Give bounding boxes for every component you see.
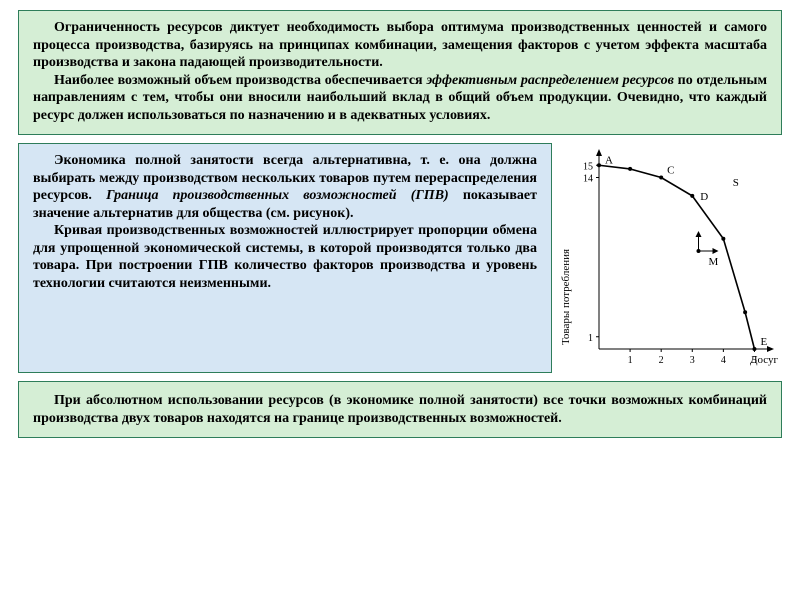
svg-text:1: 1 bbox=[627, 355, 632, 366]
top-paragraph-box: Ограниченность ресурсов диктует необходи… bbox=[18, 10, 782, 135]
middle-paragraph-box: Экономика полной занятости всегда альтер… bbox=[18, 143, 552, 373]
bottom-paragraph-box: При абсолютном использовании ресурсов (в… bbox=[18, 381, 782, 438]
svg-text:14: 14 bbox=[583, 174, 593, 185]
svg-text:S: S bbox=[732, 177, 738, 189]
svg-text:1: 1 bbox=[588, 333, 593, 344]
svg-text:E: E bbox=[760, 336, 767, 348]
mid-para-2: Кривая производственных возможностей илл… bbox=[33, 222, 537, 292]
middle-row: Экономика полной занятости всегда альтер… bbox=[18, 143, 782, 373]
ppf-chart: 1514112345ACDESMДосугТовары потребления bbox=[552, 143, 782, 373]
svg-text:D: D bbox=[700, 191, 708, 203]
svg-text:15: 15 bbox=[583, 161, 593, 172]
svg-text:Товары потребления: Товары потребления bbox=[560, 249, 572, 345]
ppf-chart-svg: 1514112345ACDESMДосугТовары потребления bbox=[555, 143, 780, 373]
svg-text:3: 3 bbox=[689, 355, 694, 366]
bottom-para-1: При абсолютном использовании ресурсов (в… bbox=[33, 392, 767, 427]
top-para-2: Наиболее возможный объем производства об… bbox=[33, 72, 767, 125]
svg-text:4: 4 bbox=[720, 355, 725, 366]
top-para-1: Ограниченность ресурсов диктует необходи… bbox=[33, 19, 767, 72]
top-p2-pre: Наиболее возможный объем производства об… bbox=[54, 73, 426, 88]
svg-text:M: M bbox=[708, 256, 718, 268]
top-p2-em: эффективным распределением ресурсов bbox=[426, 73, 674, 88]
mid-para-1: Экономика полной занятости всегда альтер… bbox=[33, 152, 537, 222]
svg-text:C: C bbox=[667, 165, 674, 177]
svg-text:2: 2 bbox=[658, 355, 663, 366]
svg-text:Досуг: Досуг bbox=[750, 354, 779, 366]
svg-text:A: A bbox=[605, 154, 613, 166]
mid-p1-em: Граница производственных возможностей (Г… bbox=[106, 188, 449, 203]
